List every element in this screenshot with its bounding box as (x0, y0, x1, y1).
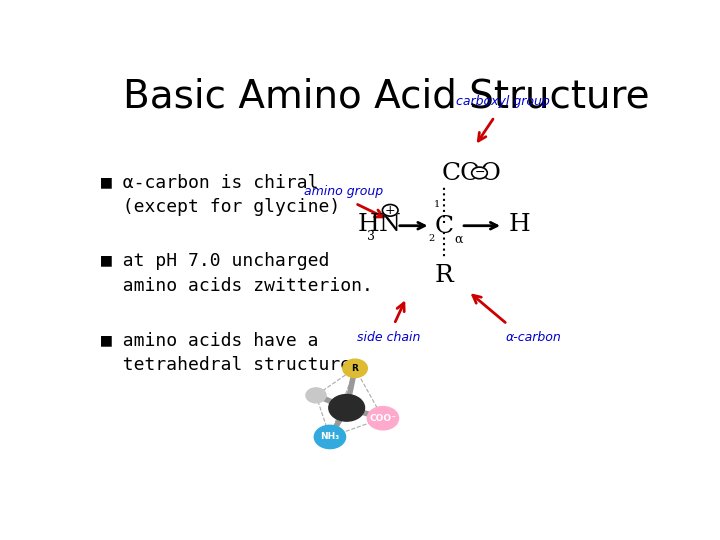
Text: +: + (385, 204, 395, 217)
Text: α-carbon: α-carbon (505, 331, 562, 344)
Text: COO: COO (441, 163, 501, 185)
Circle shape (306, 388, 326, 403)
Text: NH₃: NH₃ (320, 433, 340, 441)
Circle shape (315, 426, 346, 449)
Text: COO⁻: COO⁻ (369, 414, 397, 423)
Text: R: R (435, 265, 454, 287)
Circle shape (343, 359, 367, 377)
Text: H: H (358, 213, 379, 235)
Circle shape (472, 167, 487, 179)
Text: 2: 2 (428, 234, 434, 243)
Text: C: C (435, 215, 454, 239)
Text: R: R (351, 364, 359, 373)
Text: α: α (454, 232, 463, 245)
Text: ■ at pH 7.0 uncharged
  amino acids zwitterion.: ■ at pH 7.0 uncharged amino acids zwitte… (101, 252, 373, 295)
Text: ■ α-carbon is chiral
  (except for glycine): ■ α-carbon is chiral (except for glycine… (101, 173, 341, 216)
Text: Basic Amino Acid Structure: Basic Amino Acid Structure (124, 77, 650, 115)
Circle shape (382, 205, 398, 216)
Text: amino group: amino group (305, 185, 384, 198)
Circle shape (367, 407, 399, 430)
Text: N: N (379, 213, 400, 235)
Circle shape (329, 395, 364, 421)
Text: 1: 1 (433, 200, 440, 208)
Text: carboxyl group: carboxyl group (456, 96, 550, 109)
Text: ■ amino acids have a
  tetrahedral structure: ■ amino acids have a tetrahedral structu… (101, 331, 351, 374)
Text: H: H (508, 213, 530, 235)
Text: −: − (474, 166, 485, 179)
Text: 3: 3 (367, 230, 375, 243)
Text: side chain: side chain (357, 331, 420, 344)
